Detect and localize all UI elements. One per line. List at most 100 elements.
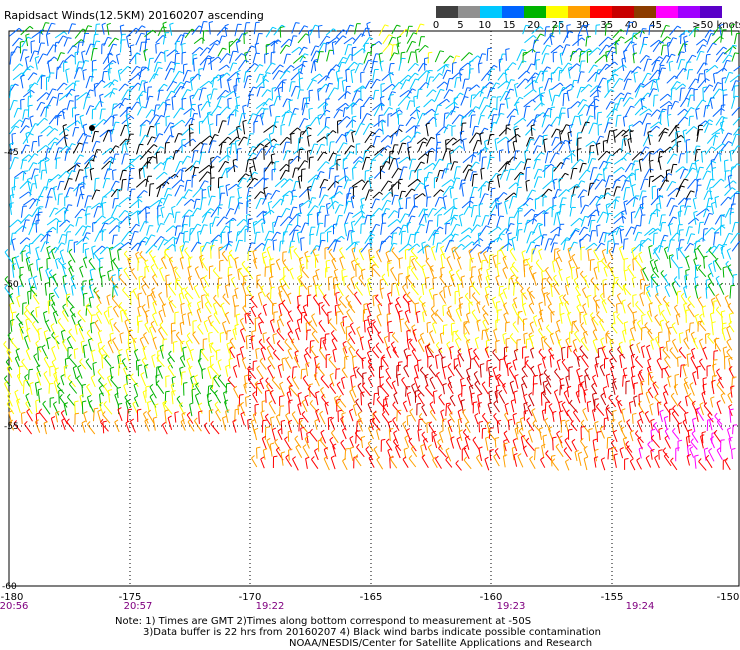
wind-barb [712,88,720,98]
wind-barb [297,277,302,287]
wind-barb-flag [541,286,546,290]
map-title: Rapidsact Winds(12.5KM) 20160207 ascendi… [4,9,264,22]
wind-barb-flag [93,250,98,254]
wind-barb-flag [184,241,190,243]
wind-barb [488,226,499,235]
wind-barb-flag [268,200,273,204]
wind-barb [652,245,660,255]
wind-barb [191,207,198,217]
wind-barb [300,222,306,234]
wind-barb-flag [344,131,349,134]
wind-barb-flag [510,223,515,225]
wind-barb-flag [86,213,91,215]
wind-barb-flag [575,227,580,231]
wind-barb [166,81,174,92]
wind-barb [559,296,564,306]
wind-barb-flag [150,125,155,128]
wind-barb-flag [19,63,24,67]
wind-barb [678,116,685,125]
wind-barb-flag [369,176,374,179]
wind-barb [713,232,716,246]
wind-barb [157,101,164,110]
wind-barb [666,153,675,164]
wind-barb [328,152,334,162]
wind-barb [200,260,208,271]
wind-barb-flag [616,179,621,181]
wind-barb-flag [141,80,147,82]
wind-barb [108,217,117,225]
wind-barb-flag [252,113,257,116]
legend-swatch [568,6,590,18]
wind-barb [264,138,275,147]
wind-barb [180,289,185,300]
wind-barb-flag [446,148,451,150]
wind-barb [531,26,541,34]
wind-barb [589,85,598,93]
wind-barb [530,125,533,137]
wind-barb-flag [602,179,607,182]
wind-barb-flag [25,117,30,120]
wind-barb-flag [590,259,595,261]
wind-barb-flag [656,202,661,205]
wind-barb [624,105,632,118]
wind-barb [504,192,515,201]
wind-barb [434,114,437,127]
wind-barb [218,154,228,163]
wind-barb-flag [253,120,259,123]
wind-barb-flag [297,212,303,214]
wind-barb-flag [667,41,672,44]
wind-barb-flag [89,89,94,92]
wind-barb [533,159,538,170]
wind-barb [11,187,14,199]
wind-barb [28,123,36,135]
wind-barb [381,276,389,287]
wind-barb-flag [34,174,39,177]
wind-barb [163,158,168,171]
wind-barb [638,160,642,172]
wind-barb-flag [471,292,476,296]
wind-barb-flag [672,37,677,40]
wind-barb [651,174,662,183]
wind-barb [486,269,490,281]
wind-barb [570,115,576,128]
wind-barb-flag [632,276,637,279]
wind-barb [660,25,667,38]
wind-barb-flag [382,213,387,215]
wind-barb [268,134,272,147]
wind-barb [408,243,418,251]
wind-barb-flag [658,155,663,159]
wind-barb-flag [39,195,44,198]
wind-barb [523,265,526,278]
wind-barb [339,249,346,260]
wind-barb-flag [430,136,435,140]
wind-barb [550,116,558,127]
wind-barb [642,134,650,147]
wind-barb [343,224,347,237]
wind-barb [93,206,98,218]
wind-barb-flag [524,202,529,207]
wind-barb-flag [130,115,135,120]
wind-barb [703,257,705,269]
wind-barb [197,232,200,244]
wind-barb [40,106,46,117]
wind-barb [722,54,730,64]
wind-barb [696,125,700,136]
wind-barb-flag [228,254,233,257]
wind-barb-flag [45,22,50,24]
wind-barb [216,216,225,227]
wind-barb-flag [124,139,129,143]
wind-barb-flag [353,61,358,65]
wind-barb-flag [118,68,123,72]
wind-barb-flag [387,291,392,295]
wind-barb-flag [298,67,303,70]
wind-barb-flag [407,265,412,268]
wind-barb [471,284,481,296]
wind-barb [298,258,303,269]
wind-barb [317,151,324,161]
wind-barb-flag [136,65,141,69]
wind-barb [499,294,506,307]
wind-barb [405,125,415,133]
wind-barb [362,123,370,136]
wind-barb [678,230,681,242]
wind-barb-flag [34,168,39,170]
